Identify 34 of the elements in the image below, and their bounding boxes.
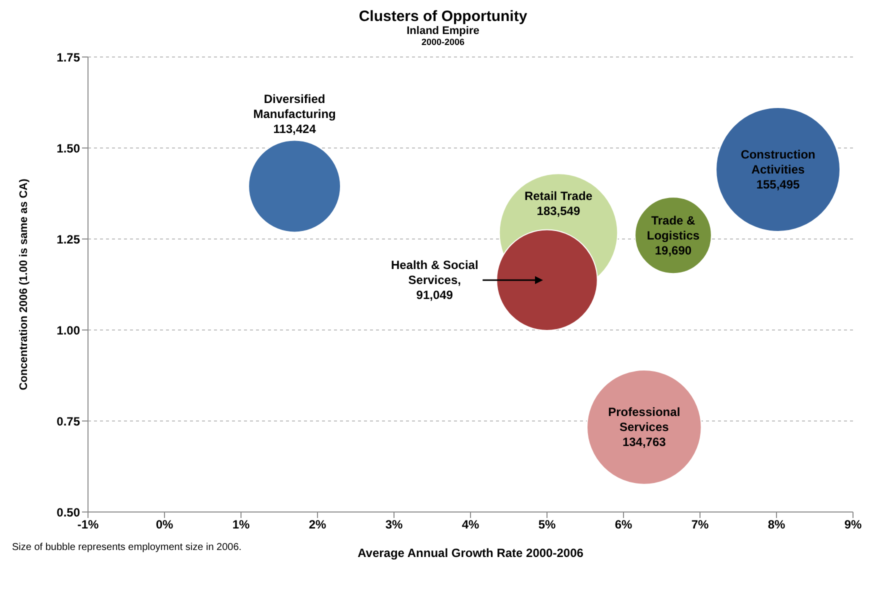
y-tick-label: 1.50	[56, 141, 80, 156]
x-tick-label: 0%	[156, 518, 174, 532]
x-tick-label: 7%	[691, 518, 709, 532]
chart-title: Clusters of Opportunity	[358, 8, 528, 25]
series-label: Health & Social Services,	[390, 258, 478, 288]
y-tick-label: 1.75	[56, 50, 80, 64]
annotation: 19,690	[654, 243, 692, 258]
y-tick-label: 0.75	[56, 414, 80, 428]
x-tick-label: 1%	[232, 518, 250, 532]
series-label: Retail Trade	[524, 189, 593, 204]
series-label: Professional Services	[608, 405, 680, 434]
y-tick-label: 1.25	[56, 232, 80, 246]
text: Size of bubble represents employment size in 2006.	[12, 542, 242, 553]
annotation: 134,763	[622, 435, 666, 450]
chart-subtitle: Inland Empire 2000-2006	[406, 25, 480, 47]
x-tick-label: 6%	[614, 518, 632, 532]
series-label: Construction Activities	[740, 147, 816, 176]
y-axis-title: Concentration 2006 (1.00 is same as CA)	[18, 178, 30, 390]
x-tick-label: 9%	[844, 518, 862, 532]
x-tick-label: 2%	[308, 518, 326, 532]
annotation: 91,049	[416, 288, 454, 302]
annotation: 113,424	[273, 122, 316, 136]
series-label: Trade & Logistics	[646, 213, 700, 242]
y-tick-label: 1.00	[56, 323, 80, 338]
x-tick-label: -1%	[77, 518, 99, 532]
x-tick-label: 3%	[385, 518, 403, 532]
x-tick-label: 5%	[538, 518, 556, 532]
annotation: 155,495	[756, 177, 800, 192]
x-tick-label: 8%	[768, 518, 786, 532]
x-tick-label: 4%	[462, 518, 480, 532]
x-axis-title: Average Annual Growth Rate 2000-2006	[358, 546, 584, 560]
annotation: 183,549	[536, 204, 580, 218]
y-tick-label: 0.50	[56, 505, 80, 520]
text: Diversified Manufacturing	[253, 92, 336, 122]
